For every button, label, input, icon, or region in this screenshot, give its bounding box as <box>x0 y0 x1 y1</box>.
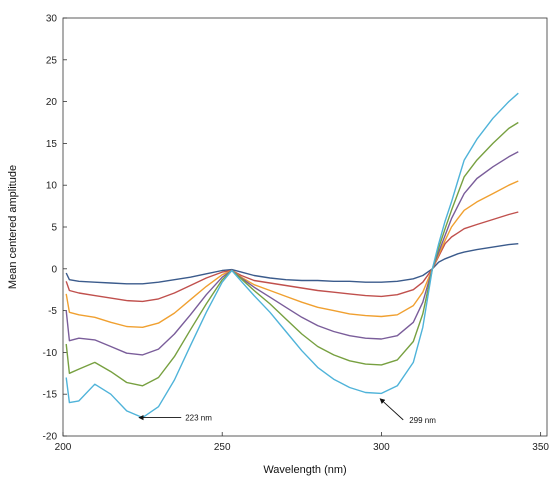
y-tick-label: 0 <box>51 264 57 275</box>
y-axis-title: Mean centered amplitude <box>7 165 19 289</box>
annotation-arrow-299 <box>379 398 404 421</box>
y-tick-label: -20 <box>43 432 58 443</box>
series-line-5 <box>65 121 519 387</box>
x-tick-label: 250 <box>214 442 231 453</box>
y-tick-label: 25 <box>46 55 58 66</box>
annotations: 223 nm 299 nm <box>138 398 436 425</box>
plot-frame <box>62 17 548 437</box>
y-tick-label: -10 <box>43 348 58 359</box>
x-tick-label: 300 <box>373 442 390 453</box>
y-tick-label: 30 <box>46 14 58 25</box>
y-tick-label: -5 <box>48 306 57 317</box>
y-tick-label: 20 <box>46 97 58 108</box>
x-axis-title: Wavelength (nm) <box>263 464 346 476</box>
annotation-label-223: 223 nm <box>185 414 212 423</box>
series-line-3 <box>65 180 519 328</box>
annotation-label-299: 299 nm <box>409 416 436 425</box>
x-tick-label: 350 <box>532 442 549 453</box>
y-tick-label: 15 <box>46 139 58 150</box>
series-layer <box>65 92 519 419</box>
y-tick-label: 10 <box>46 181 58 192</box>
series-line-1 <box>65 243 519 285</box>
series-line-6 <box>65 92 519 419</box>
series-line-2 <box>65 211 519 303</box>
y-tick-label: 5 <box>51 223 57 234</box>
series-line-4 <box>65 151 519 356</box>
x-axis: 200 250 300 350 <box>55 432 549 453</box>
y-tick-label: -15 <box>43 390 58 401</box>
x-tick-label: 200 <box>55 442 72 453</box>
y-axis: -20 -15 -10 -5 0 5 10 15 20 25 30 <box>43 14 67 443</box>
